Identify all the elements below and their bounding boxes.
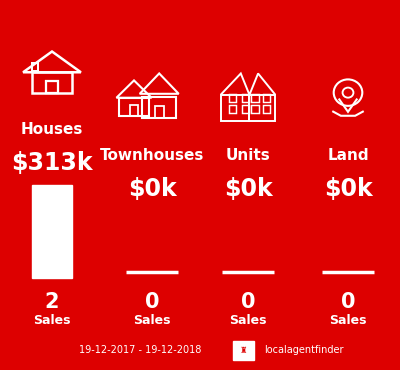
Text: Sales: Sales bbox=[229, 313, 267, 327]
Bar bbox=[252, 94, 259, 102]
Bar bbox=[119, 98, 149, 116]
Text: Sales: Sales bbox=[133, 313, 171, 327]
Bar bbox=[221, 95, 250, 121]
Text: Units: Units bbox=[226, 148, 270, 163]
Bar bbox=[32, 185, 72, 278]
Text: 19-12-2017 - 19-12-2018: 19-12-2017 - 19-12-2018 bbox=[79, 344, 201, 355]
Bar bbox=[154, 106, 164, 118]
Text: localagentfinder: localagentfinder bbox=[264, 344, 344, 355]
Text: Sales: Sales bbox=[329, 313, 367, 327]
Bar bbox=[242, 94, 249, 102]
Bar bbox=[46, 81, 58, 93]
Bar bbox=[229, 105, 236, 113]
Bar bbox=[32, 72, 72, 93]
Bar bbox=[229, 94, 236, 102]
Text: 0: 0 bbox=[145, 292, 159, 312]
Text: $0k: $0k bbox=[324, 177, 372, 201]
Bar bbox=[242, 105, 249, 113]
Text: Houses: Houses bbox=[21, 122, 83, 137]
Text: $0k: $0k bbox=[128, 177, 176, 201]
Bar bbox=[32, 63, 38, 71]
Text: $0k: $0k bbox=[224, 177, 272, 201]
Bar bbox=[263, 105, 270, 113]
Text: 0: 0 bbox=[341, 292, 355, 312]
Bar bbox=[252, 105, 259, 113]
Bar bbox=[142, 97, 176, 118]
Text: 2: 2 bbox=[45, 292, 59, 312]
Text: Sales: Sales bbox=[33, 313, 71, 327]
Text: Townhouses: Townhouses bbox=[100, 148, 204, 163]
Text: 0: 0 bbox=[241, 292, 255, 312]
Text: $313k: $313k bbox=[11, 151, 93, 175]
Text: Land: Land bbox=[327, 148, 369, 163]
Bar bbox=[130, 105, 138, 116]
Bar bbox=[263, 94, 270, 102]
Bar bbox=[233, 341, 254, 360]
Bar bbox=[250, 95, 275, 121]
Text: ♜: ♜ bbox=[240, 346, 247, 355]
